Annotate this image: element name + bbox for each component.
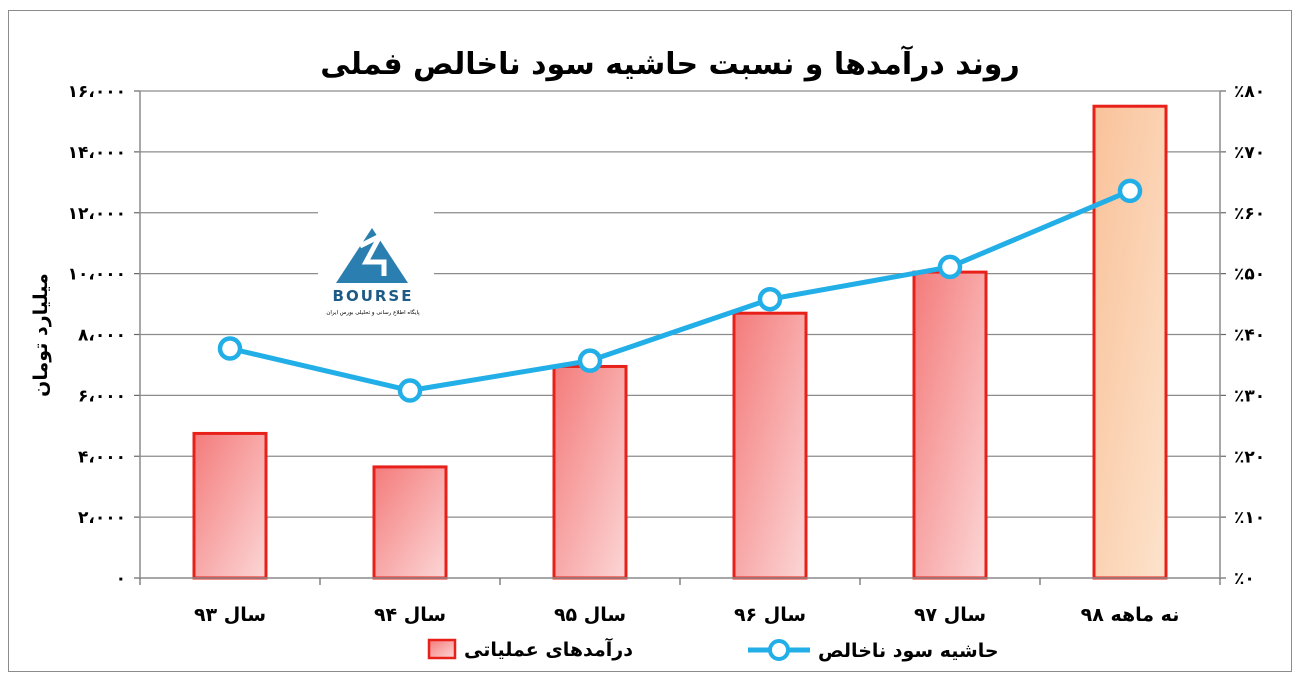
- left-tick-label: ۱۶،۰۰۰: [68, 82, 126, 102]
- logo-mark-icon: [358, 230, 387, 276]
- right-tick-label: ٪۸۰: [1234, 82, 1265, 102]
- line-point: [1117, 178, 1143, 204]
- legend-line-marker: [768, 639, 790, 661]
- bar-series: [192, 104, 1168, 580]
- line-point: [757, 286, 783, 312]
- right-tick-label: ٪۴۰: [1234, 326, 1265, 346]
- bourse-logo: BOURSE پایگاه اطلاع رسانی و تحلیلی بورس …: [318, 210, 434, 324]
- bar: [912, 270, 988, 580]
- line-point: [217, 336, 243, 361]
- right-tick-label: ٪۷۰: [1234, 143, 1265, 163]
- category-label: سال ۹۳: [194, 604, 266, 626]
- y-axis-label: میلیارد تومان: [30, 273, 52, 397]
- right-tick-label: ٪۳۰: [1234, 386, 1265, 406]
- right-tick-label: ٪۵۰: [1234, 265, 1265, 285]
- right-tick-label: ٪۶۰: [1234, 204, 1265, 224]
- line-point: [937, 254, 963, 280]
- series-line: [229, 188, 1131, 394]
- category-label: سال ۹۵: [554, 604, 626, 626]
- legend: درآمدهای عملیاتی حاشیه سود ناخالص: [427, 637, 999, 662]
- left-tick-label: ۱۴،۰۰۰: [68, 143, 126, 163]
- right-axis-ticks: ٪۰ ٪۱۰ ٪۲۰ ٪۳۰ ٪۴۰ ٪۵۰ ٪۶۰ ٪۷۰ ٪۸۰: [1220, 82, 1265, 589]
- bar: [552, 364, 628, 580]
- line-point: [577, 348, 603, 373]
- category-labels: سال ۹۳ سال ۹۴ سال ۹۵ سال ۹۶ سال ۹۷ نه ماهه ۹۸: [194, 604, 1179, 626]
- legend-bar-label: درآمدهای عملیاتی: [464, 637, 633, 661]
- left-tick-label: ۱۰،۰۰۰: [68, 265, 126, 285]
- gridlines: [140, 90, 1220, 518]
- left-tick-label: ۸،۰۰۰: [78, 326, 126, 346]
- category-label: نه ماهه ۹۸: [1081, 604, 1180, 626]
- left-tick-label: ۱۲،۰۰۰: [68, 204, 126, 224]
- right-tick-label: ٪۰: [1234, 569, 1255, 589]
- logo-text: BOURSE: [333, 287, 414, 305]
- category-label: سال ۹۷: [914, 604, 986, 626]
- line-point: [397, 378, 423, 403]
- bar: [1092, 104, 1168, 580]
- legend-bar-swatch: [427, 638, 457, 660]
- axes: [139, 91, 1221, 585]
- category-label: سال ۹۴: [374, 604, 446, 626]
- left-tick-label: ۰: [116, 569, 126, 589]
- legend-line-label: حاشیه سود ناخالص: [818, 640, 999, 662]
- line-series: [217, 178, 1143, 403]
- bar: [192, 431, 268, 580]
- left-tick-label: ۴،۰۰۰: [78, 447, 126, 467]
- chart-title: روند درآمدها و نسبت حاشیه سود ناخالص فمل…: [320, 45, 1019, 82]
- right-tick-label: ٪۲۰: [1234, 447, 1265, 467]
- right-tick-label: ٪۱۰: [1234, 508, 1265, 528]
- left-tick-label: ۶،۰۰۰: [78, 386, 126, 406]
- bar: [732, 311, 808, 580]
- left-axis-ticks: ۰ ۲،۰۰۰ ۴،۰۰۰ ۶،۰۰۰ ۸،۰۰۰ ۱۰،۰۰۰ ۱۲،۰۰۰ ۱۴،۰۰۰ ۱…: [68, 82, 140, 589]
- bar: [372, 465, 448, 580]
- category-label: سال ۹۶: [734, 604, 806, 626]
- logo-subtitle: پایگاه اطلاع رسانی و تحلیلی بورس ایران: [326, 309, 420, 316]
- chart-frame: [8, 10, 1292, 672]
- left-tick-label: ۲،۰۰۰: [78, 508, 126, 528]
